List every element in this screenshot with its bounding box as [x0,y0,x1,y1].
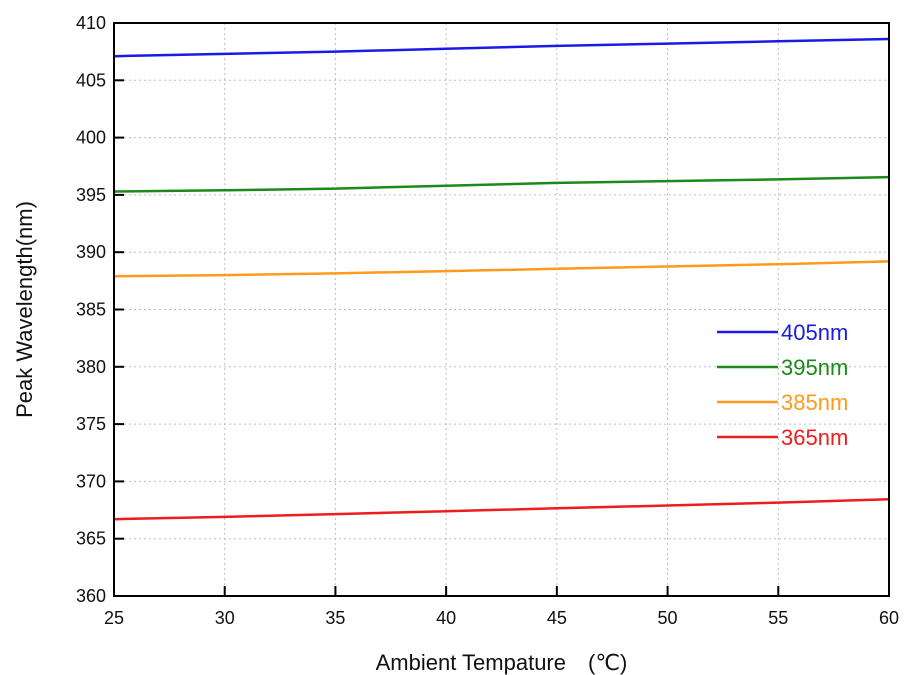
series-line-405nm [113,37,890,58]
y-tick-label: 400 [76,128,106,148]
legend: 405nm 395nm 385nm 365nm [717,320,848,450]
series-line-385nm [113,260,890,278]
legend-label-405nm: 405nm [781,320,848,345]
legend-label-395nm: 395nm [781,355,848,380]
series-line-365nm [113,497,890,521]
y-tick-label: 395 [76,185,106,205]
x-tick-label: 55 [768,608,788,628]
y-tick-label: 375 [76,414,106,434]
x-tick-label: 30 [215,608,235,628]
x-tick-label: 60 [879,608,899,628]
y-tick-label: 370 [76,471,106,491]
y-tick-label: 385 [76,300,106,320]
x-axis-title: Ambient Tempature (℃) [376,650,628,675]
y-tick-label: 380 [76,357,106,377]
y-tick-label: 410 [76,13,106,33]
series-lines [113,37,890,521]
x-tick-label: 40 [436,608,456,628]
y-axis-title: Peak Wavelength(nm) [12,201,37,418]
series-line-395nm [113,175,890,193]
y-tick-label: 390 [76,242,106,262]
x-tick-label: 50 [658,608,678,628]
x-tick-label: 45 [547,608,567,628]
y-tick-label: 405 [76,70,106,90]
y-tick-label: 365 [76,529,106,549]
x-tick-label: 25 [104,608,124,628]
axis-ticks: 25 30 35 40 45 50 55 60 360 365 370 375 380 385 390 395… [76,13,899,628]
legend-label-385nm: 385nm [781,390,848,415]
x-tick-label: 35 [325,608,345,628]
legend-label-365nm: 365nm [781,425,848,450]
y-tick-label: 360 [76,586,106,606]
